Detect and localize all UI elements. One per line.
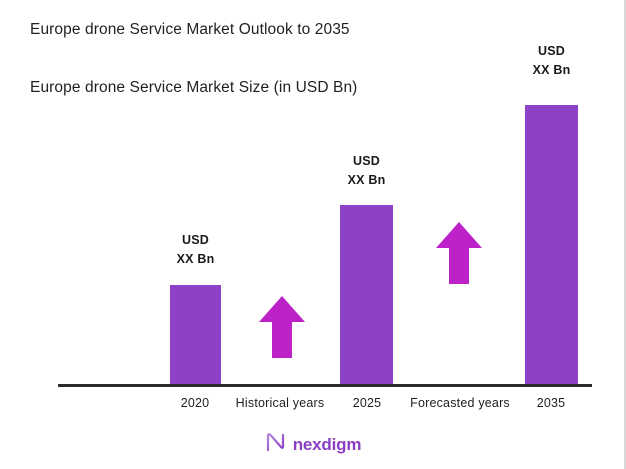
x-axis-tick-2025: 2025 — [352, 396, 382, 410]
x-axis-tick-historical-years: Historical years — [235, 396, 325, 410]
bar-value-label-2025: USD XX Bn — [326, 152, 407, 190]
x-axis-line — [58, 384, 592, 387]
up-arrow-icon-historical — [259, 296, 305, 358]
page-title: Europe drone Service Market Outlook to 2… — [30, 21, 350, 38]
bar-value-label-2025-line1: USD — [353, 154, 380, 168]
bar-2020 — [170, 285, 221, 385]
x-axis-tick-forecasted-years: Forecasted years — [410, 396, 510, 410]
bar-value-label-2035-line1: USD — [538, 44, 565, 58]
x-axis-tick-2035: 2035 — [536, 396, 566, 410]
bar-value-label-2035: USD XX Bn — [511, 42, 592, 80]
bar-2035 — [525, 105, 578, 385]
nexdigm-n-logo-icon — [265, 432, 287, 457]
bar-value-label-2020-line2: XX Bn — [176, 252, 215, 266]
brand-name: nexdigm — [292, 434, 362, 454]
bar-value-label-2020: USD XX Bn — [155, 231, 236, 269]
brand-logo: nexdigm — [0, 432, 624, 457]
bar-2025 — [340, 205, 393, 385]
up-arrow-icon-forecasted — [436, 222, 482, 284]
chart-subtitle: Europe drone Service Market Size (in USD… — [30, 79, 358, 96]
x-axis-tick-2020: 2020 — [180, 396, 210, 410]
bar-value-label-2025-line2: XX Bn — [347, 173, 386, 187]
bar-value-label-2020-line1: USD — [182, 233, 209, 247]
bar-value-label-2035-line2: XX Bn — [532, 63, 571, 77]
